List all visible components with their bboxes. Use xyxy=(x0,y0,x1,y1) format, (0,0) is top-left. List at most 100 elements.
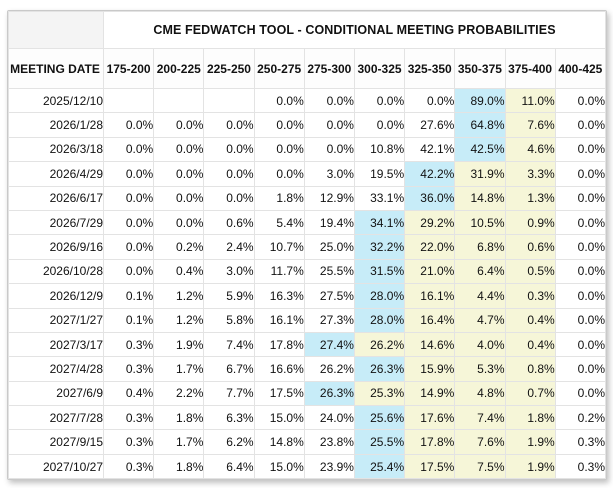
probability-cell: 0.7% xyxy=(504,380,556,407)
table-title: CME FEDWATCH TOOL - CONDITIONAL MEETING … xyxy=(103,11,606,49)
table-row: 2025/12/10 0.0% 0.0% 0.0% 0.0% 89.0% 11.0% 0.0% xyxy=(8,87,607,114)
meeting-date-cell: 2026/10/28 xyxy=(8,258,104,285)
probability-cell: 10.7% xyxy=(253,234,305,260)
probability-cell: 11.7% xyxy=(253,258,305,285)
probability-cell: 6.8% xyxy=(454,234,506,260)
table-row: 2027/1/27 0.1% 1.2% 5.8% 16.1% 27.3% 28.0% 16.4… xyxy=(8,307,607,333)
probability-cell: 0.0% xyxy=(253,112,305,138)
probability-cell: 10.5% xyxy=(454,209,506,236)
probability-cell: 0.4% xyxy=(504,331,556,358)
probability-cell: 0.0% xyxy=(353,87,406,114)
table-row: 2027/6/9 0.4% 2.2% 7.7% 17.5% 26.3% 25.3% 14.9%… xyxy=(8,380,607,407)
probability-cell: 4.6% xyxy=(504,136,556,163)
probability-cell: 27.4% xyxy=(303,331,355,358)
probability-cell: 0.0% xyxy=(554,161,607,187)
probability-cell: 1.8% xyxy=(253,185,305,211)
rate-range-header: 250-275 xyxy=(253,48,305,89)
probability-cell: 0.2% xyxy=(554,405,607,431)
probability-cell: 7.4% xyxy=(454,405,506,431)
probability-cell: 0.2% xyxy=(153,234,205,260)
probability-cell: 0.0% xyxy=(102,209,155,236)
probability-cell: 10.8% xyxy=(353,136,406,163)
probability-cell: 0.0% xyxy=(153,209,205,236)
conditional-meeting-probabilities-table: CME FEDWATCH TOOL - CONDITIONAL MEETING … xyxy=(8,11,607,480)
probability-cell: 19.4% xyxy=(303,209,355,236)
probability-cell: 0.0% xyxy=(253,136,305,163)
probability-cell: 64.8% xyxy=(454,112,506,138)
probability-cell: 34.1% xyxy=(353,209,406,236)
probability-cell: 0.0% xyxy=(102,234,155,260)
probability-cell: 0.3% xyxy=(102,453,155,480)
probability-cell: 3.3% xyxy=(504,161,556,187)
probability-cell: 1.2% xyxy=(153,283,205,309)
fedwatch-tool-panel: CME FEDWATCH TOOL - CONDITIONAL MEETING … xyxy=(7,10,607,481)
probability-cell: 28.0% xyxy=(353,283,406,309)
probability-cell: 0.0% xyxy=(554,380,607,407)
table-row: 2027/7/28 0.3% 1.8% 6.3% 15.0% 24.0% 25.6% 17.6… xyxy=(8,405,607,431)
probability-cell: 15.9% xyxy=(404,356,456,382)
probability-cell xyxy=(153,87,205,114)
probability-cell: 2.2% xyxy=(153,380,205,407)
probability-cell: 1.8% xyxy=(504,405,556,431)
meeting-date-cell: 2025/12/10 xyxy=(8,87,104,114)
probability-cell: 0.5% xyxy=(504,258,556,285)
probability-cell: 0.0% xyxy=(102,136,155,163)
probability-cell: 31.9% xyxy=(454,161,506,187)
probability-cell: 26.2% xyxy=(353,331,406,358)
probability-cell: 4.8% xyxy=(454,380,506,407)
probability-cell: 1.7% xyxy=(153,356,205,382)
probability-cell: 21.0% xyxy=(404,258,456,285)
probability-cell: 0.0% xyxy=(554,87,607,114)
probability-cell: 0.0% xyxy=(554,234,607,260)
probability-cell: 0.0% xyxy=(153,185,205,211)
column-header-row: MEETING DATE 175-200 200-225 225-250 250-27… xyxy=(8,48,607,89)
probability-cell: 28.0% xyxy=(353,307,406,333)
probability-cell: 17.5% xyxy=(253,380,305,407)
probability-cell: 6.4% xyxy=(454,258,506,285)
meeting-date-cell: 2027/7/28 xyxy=(8,405,104,431)
rate-range-header: 300-325 xyxy=(353,48,406,89)
probability-cell: 27.3% xyxy=(303,307,355,333)
probability-cell: 1.8% xyxy=(153,453,205,480)
probability-cell: 25.6% xyxy=(353,405,406,431)
probability-cell: 5.4% xyxy=(253,209,305,236)
probability-cell: 23.9% xyxy=(303,453,355,480)
probability-cell xyxy=(203,87,255,114)
probability-cell: 42.2% xyxy=(404,161,456,187)
probability-cell: 0.0% xyxy=(102,112,155,138)
probability-cell: 0.0% xyxy=(404,87,456,114)
rate-range-header: 400-425 xyxy=(554,48,607,89)
rate-range-header: 200-225 xyxy=(153,48,205,89)
probability-cell: 16.1% xyxy=(404,283,456,309)
probability-cell: 1.8% xyxy=(153,405,205,431)
probability-cell: 0.0% xyxy=(153,112,205,138)
table-row: 2027/10/27 0.3% 1.8% 6.4% 15.0% 23.9% 25.4% 17.… xyxy=(8,453,607,480)
meeting-date-cell: 2026/3/18 xyxy=(8,136,104,163)
probability-cell: 14.9% xyxy=(404,380,456,407)
probability-cell: 12.9% xyxy=(303,185,355,211)
probability-cell: 7.7% xyxy=(203,380,255,407)
probability-cell: 24.0% xyxy=(303,405,355,431)
probability-cell: 1.2% xyxy=(153,307,205,333)
probability-cell: 0.1% xyxy=(102,283,155,309)
probability-cell: 0.8% xyxy=(504,356,556,382)
meeting-date-cell: 2027/1/27 xyxy=(8,307,104,333)
probability-cell: 32.2% xyxy=(353,234,406,260)
table-row: 2026/6/17 0.0% 0.0% 0.0% 1.8% 12.9% 33.1% 36.0%… xyxy=(8,185,607,211)
rate-range-header: 350-375 xyxy=(454,48,506,89)
probability-cell: 0.0% xyxy=(554,331,607,358)
probability-cell: 0.0% xyxy=(102,258,155,285)
table-row: 2026/1/28 0.0% 0.0% 0.0% 0.0% 0.0% 0.0% 27.6% 64… xyxy=(8,112,607,138)
probability-cell: 17.6% xyxy=(404,405,456,431)
corner-cell xyxy=(8,11,104,49)
table-row: 2026/12/9 0.1% 1.2% 5.9% 16.3% 27.5% 28.0% 16.1… xyxy=(8,283,607,309)
probability-cell: 0.3% xyxy=(102,429,155,455)
probability-cell: 89.0% xyxy=(454,87,506,114)
meeting-date-cell: 2026/12/9 xyxy=(8,283,104,309)
table-row: 2027/9/15 0.3% 1.7% 6.2% 14.8% 23.8% 25.5% 17.8… xyxy=(8,429,607,455)
probability-cell: 7.5% xyxy=(454,453,506,480)
meeting-date-cell: 2027/4/28 xyxy=(8,356,104,382)
probability-cell: 0.0% xyxy=(203,161,255,187)
meeting-date-cell: 2027/9/15 xyxy=(8,429,104,455)
probability-cell: 0.0% xyxy=(554,356,607,382)
